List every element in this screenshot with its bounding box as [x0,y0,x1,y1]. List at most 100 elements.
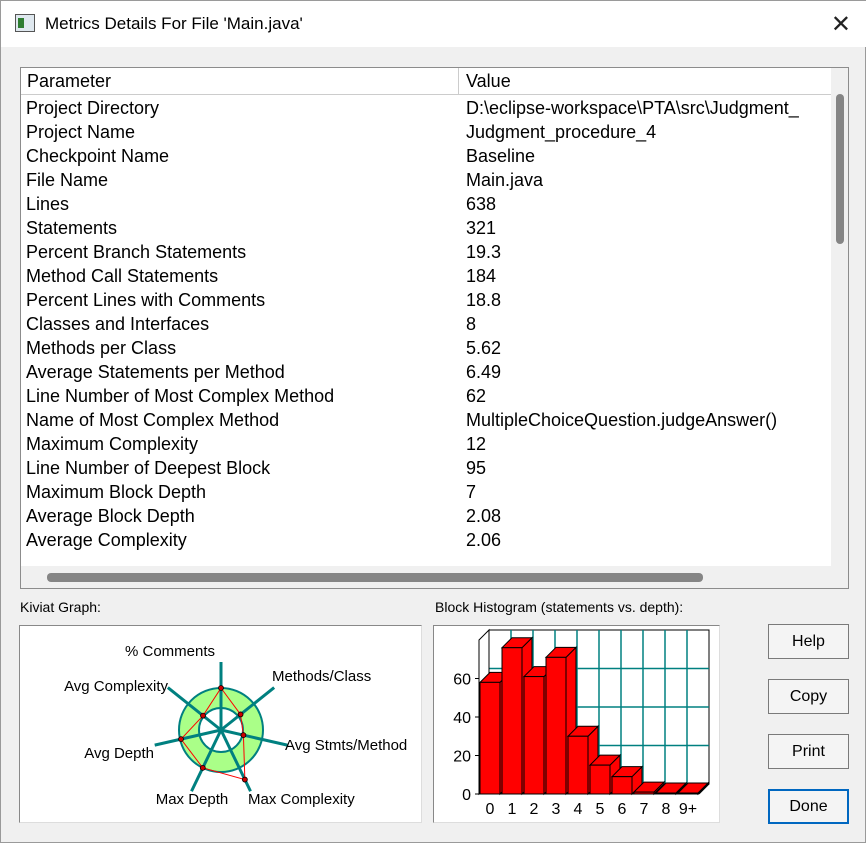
histogram-bar [567,735,589,795]
value-cell: 7 [466,482,477,502]
block-histogram: 0 20 40 60 0 1 2 3 4 5 6 7 8 9+ [433,625,720,823]
parameter-cell: Maximum Complexity [26,434,199,454]
table-row[interactable]: Method Call Statements 184 [21,265,833,289]
histogram-x-tick-label: 3 [552,801,561,818]
parameter-cell: Percent Lines with Comments [26,290,266,310]
table-row[interactable]: Average Complexity 2.06 [21,529,833,553]
table-row[interactable]: Methods per Class 5.62 [21,337,833,361]
table-row[interactable]: Lines 638 [21,193,833,217]
histogram-y-tick-label: 40 [453,710,471,727]
table-row[interactable]: File Name Main.java [21,169,833,193]
kiviat-axis-label: Max Depth [156,791,229,808]
kiviat-point [218,685,224,691]
table-row[interactable]: Classes and Interfaces 8 [21,313,833,337]
kiviat-axis-label: Avg Complexity [64,678,168,695]
histogram-bar [545,656,567,795]
kiviat-point [237,711,244,718]
parameter-cell: Methods per Class [26,338,177,358]
table-row[interactable]: Line Number of Deepest Block 95 [21,457,833,481]
kiviat-svg: % Comments Methods/Class Avg Stmts/Method M… [64,643,407,808]
histogram-bar [501,647,523,795]
table-row[interactable]: Percent Lines with Comments 18.8 [21,289,833,313]
vertical-scroll-thumb[interactable] [836,94,844,244]
histogram-x-tick-label: 4 [574,801,583,818]
window-title: Metrics Details For File 'Main.java' [45,14,303,33]
value-cell: 5.62 [466,338,502,358]
horizontal-scrollbar[interactable] [21,566,833,588]
help-button[interactable]: Help [768,624,849,659]
value-cell: 8 [466,314,477,334]
table-row[interactable]: Name of Most Complex Method MultipleChoic… [21,409,833,433]
histogram-x-tick-label: 9+ [679,801,697,818]
value-cell: 62 [466,386,487,406]
kiviat-spoke [154,728,222,747]
kiviat-axis-label: Max Complexity [248,791,355,808]
histogram-y-tick-label: 20 [453,749,471,766]
histogram-bar [633,791,655,795]
table-row[interactable]: Project Directory D:\eclipse-workspace\PT… [21,97,833,121]
histogram-x-tick-label: 6 [618,801,627,818]
histogram-bar [677,792,699,795]
histogram-bar [523,676,545,795]
horizontal-scroll-thumb[interactable] [47,573,703,582]
kiviat-point [241,776,248,783]
histogram-x-tick-label: 2 [530,801,539,818]
table-header: Parameter Value [21,68,833,95]
table-row[interactable]: Average Statements per Method 6.49 [21,361,833,385]
vertical-scrollbar[interactable] [831,68,848,566]
table-row[interactable]: Statements 321 [21,217,833,241]
print-button[interactable]: Print [768,734,849,769]
value-cell: D:\eclipse-workspace\PTA\src\Judgment_ [466,98,799,118]
value-cell: 18.8 [466,290,502,310]
kiviat-point [178,736,184,743]
kiviat-spoke [166,686,222,732]
value-cell: 321 [466,218,497,238]
value-cell: 2.06 [466,530,502,550]
table-row[interactable]: Maximum Complexity 12 [21,433,833,457]
table-row[interactable]: Percent Branch Statements 19.3 [21,241,833,265]
kiviat-axis-label: Methods/Class [272,668,371,685]
column-header-value[interactable]: Value [466,71,511,91]
table-row[interactable]: Project Name Judgment_procedure_4 [21,121,833,145]
column-header-parameter[interactable]: Parameter [27,71,112,91]
table-row[interactable]: Average Block Depth 2.08 [21,505,833,529]
parameter-cell: Maximum Block Depth [26,482,207,502]
histogram-y-tick-label: 60 [453,672,471,689]
value-cell: MultipleChoiceQuestion.judgeAnswer() [466,410,778,430]
value-cell: Judgment_procedure_4 [466,122,657,142]
table-row[interactable]: Maximum Block Depth 7 [21,481,833,505]
parameter-cell: File Name [26,170,109,190]
kiviat-label: Kiviat Graph: [20,599,101,615]
close-button[interactable]: ✕ [830,11,851,38]
parameter-cell: Average Statements per Method [26,362,285,382]
kiviat-spoke [220,686,276,732]
done-button[interactable]: Done [768,789,849,824]
histogram-floor-edge [698,783,710,795]
kiviat-axis-label: % Comments [125,643,215,660]
parameter-cell: Lines [26,194,70,214]
table-row[interactable]: Checkpoint Name Baseline [21,145,833,169]
histogram-x-tick-label: 8 [662,801,671,818]
kiviat-point [200,712,206,719]
histogram-x-tick-label: 5 [596,801,605,818]
column-divider[interactable] [458,68,459,95]
value-cell: 95 [466,458,487,478]
value-cell: 2.08 [466,506,502,526]
metrics-table: Parameter Value Project Directory D:\ecli… [20,67,849,589]
histogram-bar [589,764,611,795]
parameter-cell: Average Complexity [26,530,187,550]
copy-button[interactable]: Copy [768,679,849,714]
histogram-x-tick-label: 1 [508,801,517,818]
table-row[interactable]: Line Number of Most Complex Method 62 [21,385,833,409]
kiviat-polygon [180,687,246,781]
parameter-cell: Line Number of Most Complex Method [26,386,335,406]
kiviat-point [199,764,206,771]
value-cell: 19.3 [466,242,502,262]
histogram-bar [655,792,677,795]
kiviat-axis-label: Avg Stmts/Method [285,737,407,754]
value-cell: Baseline [466,146,536,166]
kiviat-axis-label: Avg Depth [84,745,154,762]
kiviat-spoke [190,729,223,792]
parameter-cell: Line Number of Deepest Block [26,458,271,478]
